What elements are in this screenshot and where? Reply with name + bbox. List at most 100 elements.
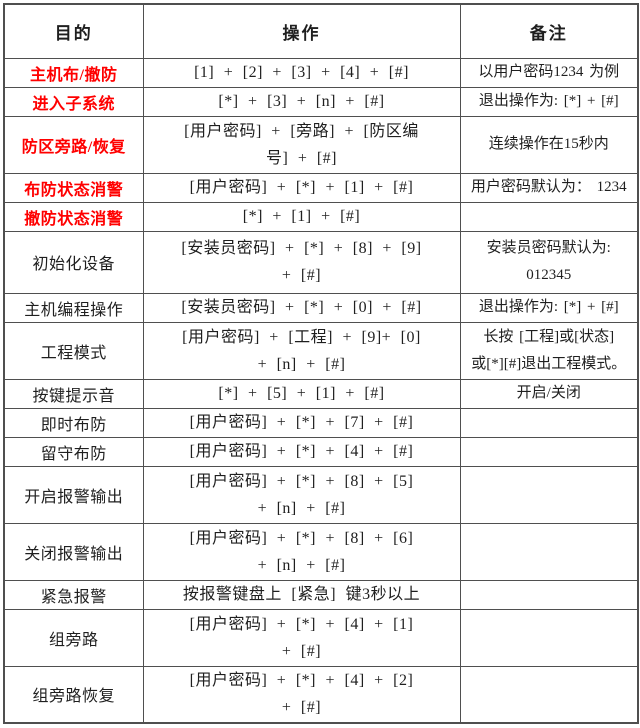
purpose-cell: 主机布/撤防 bbox=[3, 57, 144, 88]
table-row: 留守布防 [用户密码] + [*] + [4] + [#] bbox=[3, 436, 639, 467]
operation-cell: [*] + [3] + [n] + [#] bbox=[142, 86, 461, 117]
remark-line: 012345 bbox=[526, 267, 572, 283]
operation-cell: [*] + [5] + [1] + [#] bbox=[142, 378, 461, 409]
purpose-cell: 撤防状态消警 bbox=[3, 201, 144, 232]
operation-line: 号] + [#] bbox=[265, 149, 337, 167]
operation-line: [用户密码] + [*] + [8] + [6] bbox=[189, 529, 414, 547]
remark-line: 或[*][#]退出工程模式。 bbox=[471, 355, 627, 372]
operation-line: + [n] + [#] bbox=[257, 556, 346, 574]
remark-cell bbox=[459, 201, 639, 232]
purpose-cell: 组旁路恢复 bbox=[3, 665, 144, 724]
col-header-remark: 备注 bbox=[459, 3, 639, 59]
remark-cell: 以用户密码1234 为例 bbox=[459, 57, 639, 88]
remark-cell: 退出操作为: [*] + [#] bbox=[459, 86, 639, 117]
operation-line: [安装员密码] + [*] + [0] + [#] bbox=[181, 299, 422, 316]
remark-line: 用户密码默认为： 1234 bbox=[470, 179, 627, 195]
operation-line: + [#] bbox=[281, 699, 322, 717]
table-row: 组旁路恢复 [用户密码] + [*] + [4] + [2] + [#] bbox=[3, 665, 639, 724]
operation-line: + [#] bbox=[281, 642, 322, 660]
operation-cell: [用户密码] + [*] + [8] + [6] + [n] + [#] bbox=[142, 522, 461, 581]
operation-line: 按报警键盘上 [紧急] 键3秒以上 bbox=[182, 586, 421, 603]
operation-line: [1] + [2] + [3] + [4] + [#] bbox=[194, 64, 409, 81]
operation-line: [用户密码] + [*] + [8] + [5] bbox=[189, 472, 414, 490]
operation-line: [*] + [5] + [1] + [#] bbox=[218, 385, 385, 402]
remark-cell bbox=[459, 608, 639, 667]
operation-cell: [用户密码] + [*] + [7] + [#] bbox=[142, 407, 461, 438]
table-row: 开启报警输出 [用户密码] + [*] + [8] + [5] + [n] + … bbox=[3, 465, 639, 524]
operation-line: [用户密码] + [*] + [1] + [#] bbox=[189, 179, 414, 196]
operation-line: [用户密码] + [*] + [4] + [2] bbox=[189, 672, 414, 690]
purpose-cell: 防区旁路/恢复 bbox=[3, 115, 144, 174]
purpose-cell: 紧急报警 bbox=[3, 579, 144, 610]
remark-cell: 用户密码默认为： 1234 bbox=[459, 172, 639, 203]
remark-cell: 安装员密码默认为: 012345 bbox=[459, 230, 639, 294]
operation-cell: 按报警键盘上 [紧急] 键3秒以上 bbox=[142, 579, 461, 610]
table-row: 工程模式 [用户密码] + [工程] + [9]+ [0] + [n] + [#… bbox=[3, 321, 639, 380]
table-row: 即时布防 [用户密码] + [*] + [7] + [#] bbox=[3, 407, 639, 438]
operation-line: [*] + [3] + [n] + [#] bbox=[218, 93, 385, 110]
purpose-cell: 布防状态消警 bbox=[3, 172, 144, 203]
operation-line: [安装员密码] + [*] + [8] + [9] bbox=[181, 240, 422, 257]
table-row: 主机编程操作 [安装员密码] + [*] + [0] + [#] 退出操作为: … bbox=[3, 292, 639, 323]
table-row: 初始化设备 [安装员密码] + [*] + [8] + [9] + [#] 安装… bbox=[3, 230, 639, 294]
table-row: 关闭报警输出 [用户密码] + [*] + [8] + [6] + [n] + … bbox=[3, 522, 639, 581]
remark-cell: 长按 [工程]或[状态] 或[*][#]退出工程模式。 bbox=[459, 321, 639, 380]
col-header-purpose: 目的 bbox=[3, 3, 144, 59]
operation-line: [用户密码] + [工程] + [9]+ [0] bbox=[182, 328, 421, 346]
operation-cell: [用户密码] + [*] + [8] + [5] + [n] + [#] bbox=[142, 465, 461, 524]
purpose-cell: 初始化设备 bbox=[3, 230, 144, 294]
operation-line: [用户密码] + [旁路] + [防区编 bbox=[184, 122, 419, 140]
purpose-cell: 组旁路 bbox=[3, 608, 144, 667]
remark-cell bbox=[459, 465, 639, 524]
operation-cell: [用户密码] + [旁路] + [防区编 号] + [#] bbox=[142, 115, 461, 174]
remark-cell bbox=[459, 407, 639, 438]
table-row: 布防状态消警 [用户密码] + [*] + [1] + [#] 用户密码默认为：… bbox=[3, 172, 639, 203]
purpose-cell: 即时布防 bbox=[3, 407, 144, 438]
remark-cell bbox=[459, 579, 639, 610]
table-row: 主机布/撤防 [1] + [2] + [3] + [4] + [#] 以用户密码… bbox=[3, 57, 639, 88]
remark-cell bbox=[459, 665, 639, 724]
remark-line: 长按 [工程]或[状态] bbox=[483, 328, 615, 345]
remark-cell bbox=[459, 436, 639, 467]
purpose-cell: 主机编程操作 bbox=[3, 292, 144, 323]
operation-line: + [n] + [#] bbox=[257, 355, 346, 373]
purpose-cell: 进入子系统 bbox=[3, 86, 144, 117]
purpose-cell: 工程模式 bbox=[3, 321, 144, 380]
purpose-cell: 按键提示音 bbox=[3, 378, 144, 409]
operation-cell: [用户密码] + [工程] + [9]+ [0] + [n] + [#] bbox=[142, 321, 461, 380]
operation-cell: [用户密码] + [*] + [1] + [#] bbox=[142, 172, 461, 203]
operation-line: [用户密码] + [*] + [7] + [#] bbox=[189, 414, 414, 431]
table-row: 紧急报警 按报警键盘上 [紧急] 键3秒以上 bbox=[3, 579, 639, 610]
operation-cell: [安装员密码] + [*] + [8] + [9] + [#] bbox=[142, 230, 461, 294]
table-row: 撤防状态消警 [*] + [1] + [#] bbox=[3, 201, 639, 232]
operation-line: + [#] bbox=[281, 267, 322, 284]
purpose-cell: 留守布防 bbox=[3, 436, 144, 467]
remark-cell: 开启/关闭 bbox=[459, 378, 639, 409]
operation-cell: [*] + [1] + [#] bbox=[142, 201, 461, 232]
operation-cell: [用户密码] + [*] + [4] + [#] bbox=[142, 436, 461, 467]
remark-line: 安装员密码默认为: bbox=[486, 240, 611, 256]
remark-line: 开启/关闭 bbox=[516, 385, 581, 401]
operation-cell: [安装员密码] + [*] + [0] + [#] bbox=[142, 292, 461, 323]
purpose-cell: 开启报警输出 bbox=[3, 465, 144, 524]
remark-cell: 退出操作为: [*] + [#] bbox=[459, 292, 639, 323]
table-row: 组旁路 [用户密码] + [*] + [4] + [1] + [#] bbox=[3, 608, 639, 667]
operation-line: [*] + [1] + [#] bbox=[242, 208, 361, 225]
operation-line: [用户密码] + [*] + [4] + [1] bbox=[189, 615, 414, 633]
header-row: 目的 操作 备注 bbox=[3, 3, 639, 59]
operation-line: + [n] + [#] bbox=[257, 499, 346, 517]
remark-line: 以用户密码1234 为例 bbox=[478, 64, 620, 80]
operation-cell: [1] + [2] + [3] + [4] + [#] bbox=[142, 57, 461, 88]
purpose-cell: 关闭报警输出 bbox=[3, 522, 144, 581]
col-header-operation: 操作 bbox=[142, 3, 461, 59]
remark-cell: 连续操作在15秒内 bbox=[459, 115, 639, 174]
operation-manual-table: 目的 操作 备注 主机布/撤防 [1] + [2] + [3] + [4] + … bbox=[3, 3, 639, 724]
table-row: 进入子系统 [*] + [3] + [n] + [#] 退出操作为: [*] +… bbox=[3, 86, 639, 117]
remark-line: 退出操作为: [*] + [#] bbox=[478, 93, 619, 109]
table-row: 按键提示音 [*] + [5] + [1] + [#] 开启/关闭 bbox=[3, 378, 639, 409]
table-row: 防区旁路/恢复 [用户密码] + [旁路] + [防区编 号] + [#] 连续… bbox=[3, 115, 639, 174]
operation-cell: [用户密码] + [*] + [4] + [2] + [#] bbox=[142, 665, 461, 724]
remark-line: 退出操作为: [*] + [#] bbox=[478, 299, 619, 315]
remark-line: 连续操作在15秒内 bbox=[488, 136, 609, 152]
